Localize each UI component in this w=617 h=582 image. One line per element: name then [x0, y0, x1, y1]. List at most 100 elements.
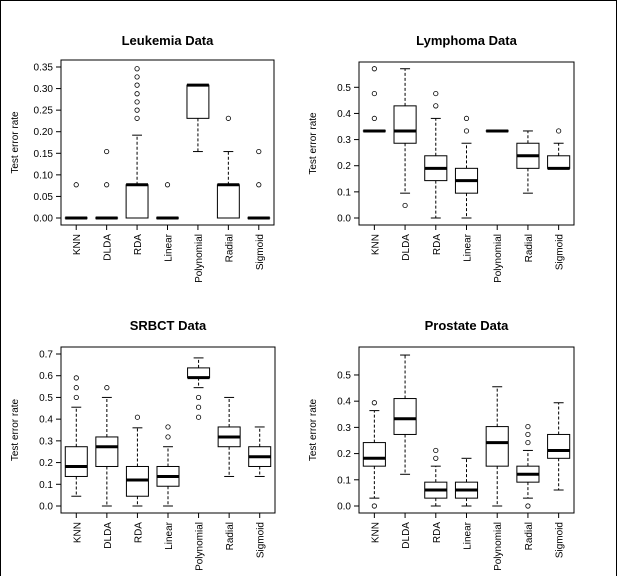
- x-tick-label: DLDA: [401, 522, 412, 549]
- iqr-box: [394, 106, 416, 143]
- y-tick-label: 0.6: [39, 371, 53, 382]
- y-tick-label: 0.3: [337, 135, 351, 146]
- x-tick-label: Linear: [463, 233, 474, 261]
- box-rda: RDA: [425, 448, 447, 543]
- plot-frame: [61, 60, 274, 225]
- x-tick-label: Polynomial: [195, 522, 206, 571]
- y-tick-label: 0.2: [39, 458, 53, 469]
- y-tick-label: 0.4: [337, 109, 351, 120]
- x-tick-label: Radial: [524, 522, 535, 550]
- box-sigmoid: Sigmoid: [548, 403, 570, 558]
- outlier-point: [526, 440, 530, 444]
- outlier-point: [166, 435, 170, 439]
- x-tick-label: Polynomial: [493, 522, 504, 571]
- outlier-point: [135, 116, 139, 120]
- outlier-point: [372, 67, 376, 71]
- iqr-box: [363, 443, 385, 467]
- outlier-point: [104, 149, 108, 153]
- y-tick-label: 0.3: [39, 436, 53, 447]
- outlier-point: [135, 100, 139, 104]
- outlier-point: [196, 415, 200, 419]
- iqr-box: [187, 85, 209, 118]
- box-linear: Linear: [157, 183, 179, 262]
- box-polynomial: Polynomial: [187, 85, 209, 283]
- box-sigmoid: Sigmoid: [249, 427, 271, 558]
- outlier-point: [526, 432, 530, 436]
- y-tick-label: 0.10: [34, 170, 54, 181]
- y-tick-label: 0.05: [34, 192, 54, 203]
- y-tick-label: 0.35: [34, 63, 54, 74]
- y-tick-label: 0.00: [34, 214, 54, 225]
- panel-title: Leukemia Data: [122, 33, 215, 48]
- iqr-box: [65, 447, 87, 477]
- y-tick-label: 0.20: [34, 127, 54, 138]
- x-tick-label: Polynomial: [194, 234, 205, 283]
- outlier-point: [74, 395, 78, 399]
- y-axis-label: Test error rate: [308, 398, 319, 461]
- box-polynomial: Polynomial: [188, 358, 210, 571]
- outlier-point: [556, 129, 560, 133]
- x-tick-label: Linear: [164, 521, 175, 549]
- box-dlda: DLDA: [394, 355, 416, 549]
- outlier-point: [526, 424, 530, 428]
- outlier-point: [526, 504, 530, 508]
- x-tick-label: KNN: [370, 234, 381, 255]
- box-linear: Linear: [455, 116, 477, 262]
- outlier-point: [372, 91, 376, 95]
- y-tick-label: 0.1: [39, 480, 53, 491]
- y-tick-label: 0.15: [34, 149, 54, 160]
- x-tick-label: RDA: [133, 522, 144, 543]
- box-radial: Radial: [217, 116, 239, 262]
- outlier-point: [196, 405, 200, 409]
- x-tick-label: DLDA: [401, 234, 412, 261]
- outlier-point: [135, 92, 139, 96]
- y-axis-label: Test error rate: [308, 112, 319, 175]
- outlier-point: [74, 183, 78, 187]
- y-tick-label: 0.2: [337, 449, 351, 460]
- y-tick-label: 0.5: [39, 393, 53, 404]
- box-knn: KNN: [363, 401, 385, 544]
- box-rda: RDA: [425, 91, 447, 255]
- y-tick-label: 0.30: [34, 84, 54, 95]
- outlier-point: [464, 116, 468, 120]
- outlier-point: [135, 67, 139, 71]
- box-knn: KNN: [363, 67, 385, 256]
- y-tick-label: 0.1: [337, 475, 351, 486]
- box-dlda: DLDA: [394, 69, 416, 261]
- x-tick-label: Linear: [164, 233, 175, 261]
- box-polynomial: Polynomial: [486, 387, 508, 571]
- box-radial: Radial: [218, 397, 240, 550]
- outlier-point: [166, 425, 170, 429]
- x-tick-label: Sigmoid: [555, 234, 566, 270]
- y-tick-label: 0.5: [337, 83, 351, 94]
- iqr-box: [217, 185, 239, 218]
- box-rda: RDA: [126, 415, 148, 543]
- outlier-point: [74, 385, 78, 389]
- x-tick-label: KNN: [72, 234, 83, 255]
- x-tick-label: Sigmoid: [555, 522, 566, 558]
- outlier-point: [464, 129, 468, 133]
- outlier-point: [257, 183, 261, 187]
- x-tick-label: DLDA: [103, 522, 114, 549]
- box-linear: Linear: [455, 458, 477, 550]
- x-tick-label: Sigmoid: [256, 522, 267, 558]
- y-tick-label: 0.2: [337, 161, 351, 172]
- x-tick-label: KNN: [370, 522, 381, 543]
- box-sigmoid: Sigmoid: [248, 149, 270, 270]
- box-knn: KNN: [65, 376, 87, 543]
- x-tick-label: Linear: [463, 521, 474, 549]
- box-knn: KNN: [65, 183, 87, 256]
- outlier-point: [372, 116, 376, 120]
- y-tick-label: 0.4: [337, 397, 351, 408]
- outlier-point: [434, 91, 438, 95]
- box-polynomial: Polynomial: [486, 131, 508, 283]
- outlier-point: [135, 108, 139, 112]
- outlier-point: [372, 504, 376, 508]
- x-tick-label: Radial: [524, 234, 535, 262]
- x-tick-label: RDA: [432, 522, 443, 543]
- x-tick-label: Polynomial: [493, 234, 504, 283]
